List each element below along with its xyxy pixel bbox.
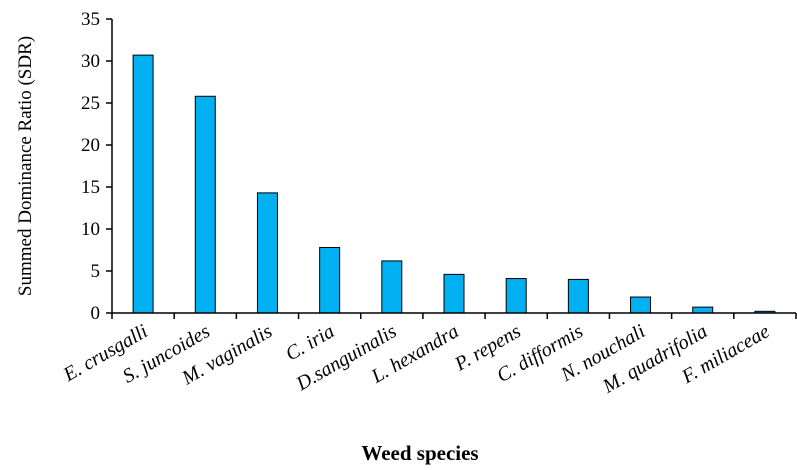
- bar-0: [132, 54, 154, 314]
- x-axis-title: Weed species: [361, 441, 478, 465]
- bar-2: [256, 192, 278, 314]
- bar-7: [567, 278, 589, 314]
- y-tick-label-7: 35: [81, 9, 100, 30]
- bar-5: [443, 273, 465, 314]
- y-tick-label-4: 20: [81, 135, 100, 156]
- bar-3: [319, 246, 341, 314]
- bars: [132, 54, 776, 314]
- y-tick-label-6: 30: [81, 51, 100, 72]
- y-tick-label-3: 15: [81, 177, 100, 198]
- bar-8: [630, 296, 652, 314]
- y-tick-label-5: 25: [81, 93, 100, 114]
- bar-9: [692, 306, 714, 314]
- y-tick-label-0: 0: [91, 303, 101, 324]
- y-tick-label-2: 10: [81, 219, 100, 240]
- bar-1: [194, 95, 216, 314]
- y-axis: 0 5 10 15 20 25 30 35: [81, 9, 113, 324]
- bar-4: [381, 260, 403, 314]
- bar-6: [505, 278, 527, 314]
- y-axis-title: Summed Dominance Ratio (SDR): [15, 36, 36, 296]
- y-tick-label-1: 5: [91, 261, 101, 282]
